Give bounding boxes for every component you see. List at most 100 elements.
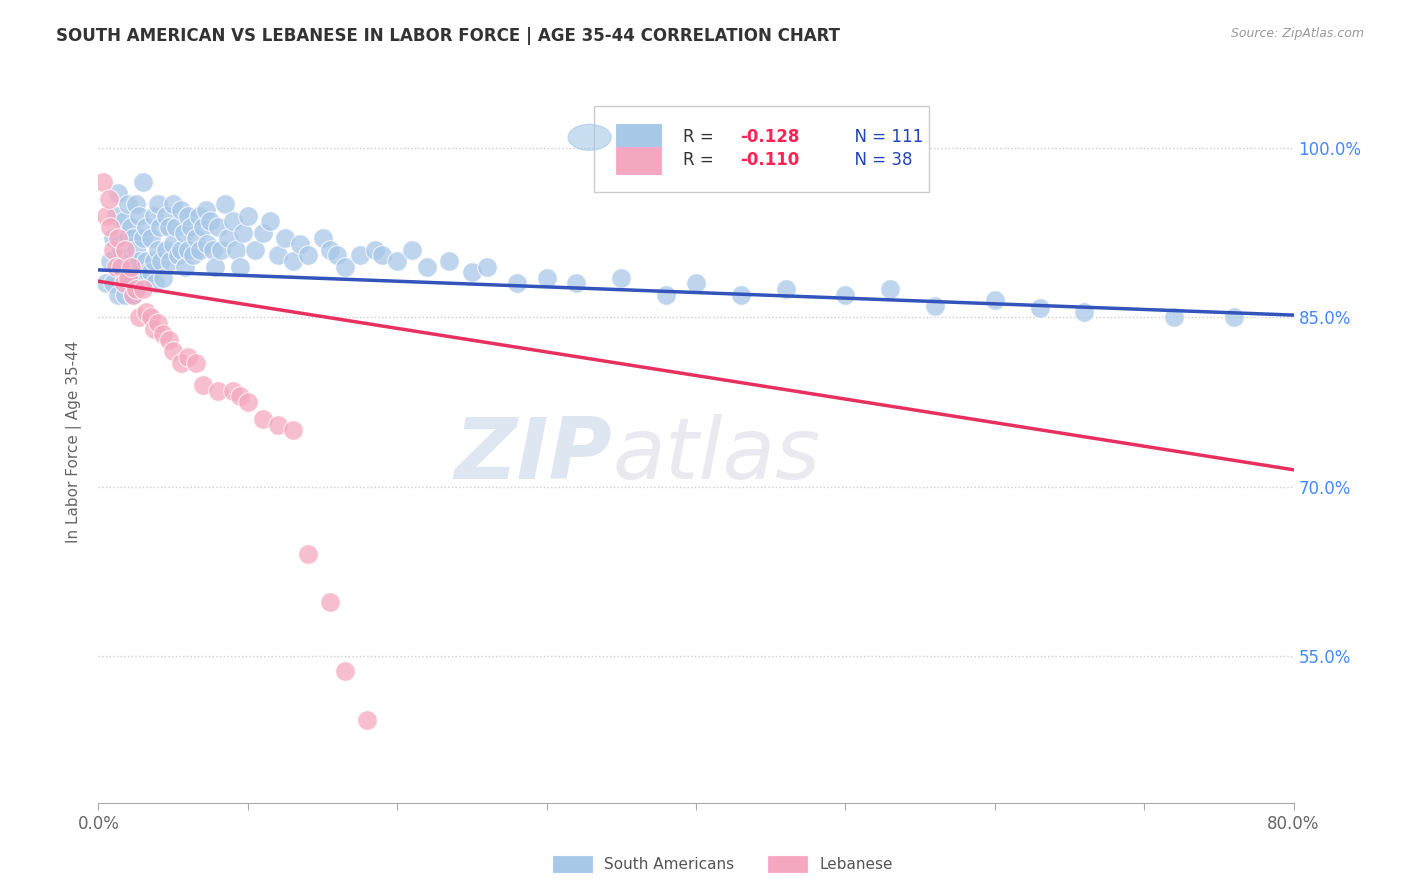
- Circle shape: [568, 124, 612, 151]
- Point: [775, 282, 797, 296]
- Point: [142, 321, 165, 335]
- Point: [1163, 310, 1185, 325]
- Point: [114, 270, 136, 285]
- FancyBboxPatch shape: [616, 147, 661, 174]
- Point: [155, 209, 177, 223]
- Point: [180, 220, 202, 235]
- Point: [94, 209, 117, 223]
- Point: [356, 714, 378, 728]
- Point: [536, 270, 558, 285]
- FancyBboxPatch shape: [616, 124, 661, 151]
- Point: [191, 378, 214, 392]
- Point: [117, 197, 139, 211]
- Point: [236, 209, 259, 223]
- Point: [1028, 301, 1050, 316]
- Text: -0.110: -0.110: [740, 152, 800, 169]
- Point: [162, 197, 184, 211]
- Point: [202, 243, 225, 257]
- Point: [166, 248, 188, 262]
- Point: [197, 237, 219, 252]
- Point: [128, 253, 150, 268]
- Point: [207, 220, 229, 235]
- Point: [174, 260, 197, 274]
- Point: [98, 253, 122, 268]
- Point: [326, 248, 349, 262]
- Text: atlas: atlas: [613, 415, 820, 498]
- Point: [565, 277, 588, 291]
- Point: [114, 243, 136, 257]
- Point: [506, 277, 529, 291]
- Point: [136, 265, 159, 279]
- Point: [319, 595, 342, 609]
- Point: [157, 333, 180, 347]
- Point: [169, 355, 191, 369]
- Point: [177, 243, 200, 257]
- Point: [121, 231, 143, 245]
- Point: [200, 214, 222, 228]
- Point: [107, 186, 129, 201]
- Point: [217, 231, 239, 245]
- Point: [125, 277, 148, 291]
- Point: [169, 243, 191, 257]
- Point: [364, 243, 387, 257]
- Point: [288, 237, 311, 252]
- Point: [319, 243, 342, 257]
- Point: [148, 316, 170, 330]
- Point: [984, 293, 1007, 308]
- Point: [461, 265, 484, 279]
- Point: [187, 209, 209, 223]
- Point: [142, 253, 165, 268]
- Point: [114, 287, 136, 301]
- Text: R =: R =: [683, 152, 718, 169]
- Point: [152, 327, 174, 342]
- Point: [207, 384, 229, 398]
- Text: N = 38: N = 38: [844, 152, 912, 169]
- Point: [1073, 304, 1095, 318]
- Point: [94, 277, 117, 291]
- Point: [1223, 310, 1246, 325]
- Point: [274, 231, 297, 245]
- Text: ZIP: ZIP: [454, 415, 613, 498]
- Point: [439, 253, 461, 268]
- Point: [97, 192, 120, 206]
- Point: [121, 287, 143, 301]
- Point: [143, 277, 166, 291]
- Point: [107, 231, 129, 245]
- Point: [103, 277, 125, 291]
- Text: R =: R =: [683, 128, 718, 146]
- Point: [229, 260, 252, 274]
- Text: Source: ZipAtlas.com: Source: ZipAtlas.com: [1230, 27, 1364, 40]
- Point: [924, 299, 946, 313]
- Point: [120, 253, 142, 268]
- FancyBboxPatch shape: [768, 856, 807, 872]
- Point: [281, 423, 304, 437]
- Point: [209, 243, 232, 257]
- Text: SOUTH AMERICAN VS LEBANESE IN LABOR FORCE | AGE 35-44 CORRELATION CHART: SOUTH AMERICAN VS LEBANESE IN LABOR FORC…: [56, 27, 841, 45]
- Point: [155, 243, 177, 257]
- Point: [125, 243, 148, 257]
- Point: [267, 417, 290, 432]
- Text: -0.128: -0.128: [740, 128, 800, 146]
- Text: Lebanese: Lebanese: [820, 856, 893, 871]
- Point: [132, 282, 155, 296]
- Point: [610, 270, 633, 285]
- Point: [169, 203, 191, 218]
- Point: [129, 277, 152, 291]
- Point: [245, 243, 267, 257]
- Point: [117, 277, 139, 291]
- Point: [281, 253, 304, 268]
- Point: [232, 226, 254, 240]
- Point: [135, 220, 157, 235]
- Point: [98, 220, 122, 235]
- Point: [149, 220, 172, 235]
- Point: [162, 237, 184, 252]
- Point: [349, 248, 371, 262]
- Point: [125, 282, 148, 296]
- Point: [204, 260, 226, 274]
- Point: [252, 412, 274, 426]
- Point: [416, 260, 439, 274]
- Point: [125, 197, 148, 211]
- Point: [162, 344, 184, 359]
- Point: [181, 248, 204, 262]
- Point: [188, 243, 211, 257]
